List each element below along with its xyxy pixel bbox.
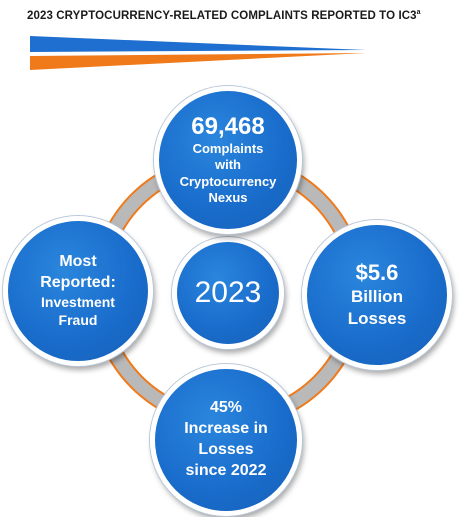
complaints-label-4: Nexus [208, 190, 248, 206]
complaints-label-1: Complaints [192, 140, 264, 156]
circle-complaints: 69,468 Complaints with Cryptocurrency Ne… [154, 86, 302, 234]
page-title: 2023 CRYPTOCURRENCY-RELATED COMPLAINTS R… [27, 9, 421, 22]
center-year: 2023 [194, 275, 262, 309]
circle-losses: $5.6 Billion Losses [302, 220, 452, 370]
complaints-label-2: with [215, 157, 241, 173]
most-reported-label-1: Most [59, 253, 97, 271]
circle-most-reported: Most Reported: Investment Fraud [3, 216, 153, 366]
losses-amount: $5.6 [355, 260, 399, 286]
losses-label-2: Losses [347, 308, 407, 328]
increase-label-3: since 2022 [185, 461, 267, 479]
circle-increase: 45% Increase in Losses since 2022 [150, 364, 302, 516]
circle-center-year: 2023 [172, 237, 284, 349]
increase-label-1: Increase in [184, 420, 268, 438]
increase-label-2: Losses [198, 441, 254, 458]
title-footnote-marker: a [416, 9, 421, 17]
increase-percent: 45% [209, 399, 243, 417]
complaints-label-3: Cryptocurrency [179, 173, 277, 189]
losses-label-1: Billion [351, 286, 403, 306]
orange-stripe [30, 53, 366, 70]
most-reported-label-4: Fraud [58, 311, 98, 328]
most-reported-label-3: Investment [41, 293, 115, 310]
complaints-count: 69,468 [191, 112, 265, 140]
most-reported-label-2: Reported: [40, 274, 116, 292]
blue-stripe [30, 36, 366, 52]
